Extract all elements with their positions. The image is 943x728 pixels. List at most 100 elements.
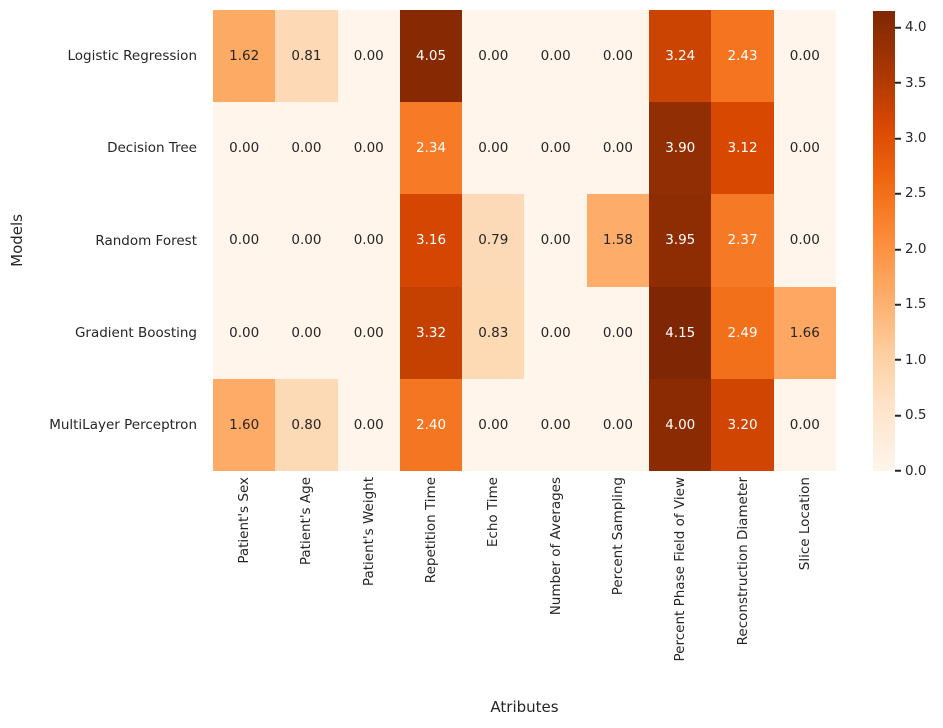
cell-value: 0.00 <box>540 140 571 157</box>
colorbar-tick-mark <box>895 414 901 417</box>
colorbar-tick-mark <box>895 303 901 306</box>
heatmap-cell: 3.32 <box>399 286 463 379</box>
x-tick-label: Slice Location <box>796 477 813 571</box>
colorbar-gradient <box>873 11 895 471</box>
cell-value: 0.00 <box>602 324 633 341</box>
colorbar-tick-label: 2.0 <box>905 240 927 257</box>
x-axis-label: Atributes <box>490 698 559 716</box>
cell-value: 1.60 <box>229 416 260 433</box>
cell-value: 0.00 <box>789 232 820 249</box>
heatmap-cell: 0.00 <box>773 10 836 103</box>
colorbar-tick-label: 2.5 <box>905 185 927 202</box>
colorbar-tick: 4.0 <box>895 18 927 35</box>
cell-value: 3.32 <box>416 324 447 341</box>
heatmap-cell: 2.37 <box>711 194 774 287</box>
cell-value: 2.37 <box>727 232 758 249</box>
colorbar-tick: 2.0 <box>895 240 927 257</box>
colorbar-tick-mark <box>895 26 901 29</box>
x-tick-label: Reconstruction Diameter <box>734 477 751 646</box>
heatmap-cell: 0.00 <box>337 286 400 379</box>
colorbar-tick: 0.0 <box>895 464 926 478</box>
cell-value: 1.66 <box>789 324 820 341</box>
colorbar-tick-mark <box>895 137 901 140</box>
colorbar-tick-mark <box>895 192 901 195</box>
heatmap-cell: 0.79 <box>462 194 525 287</box>
heatmap-cell: 0.00 <box>524 10 587 103</box>
cell-value: 0.00 <box>229 232 260 249</box>
cell-value: 0.00 <box>478 416 509 433</box>
heatmap-cell: 1.66 <box>773 286 836 379</box>
heatmap-cell: 1.60 <box>213 378 276 471</box>
y-axis-tick-labels: Logistic Regression Decision Tree Random F… <box>0 10 205 471</box>
cell-value: 0.00 <box>353 140 384 157</box>
colorbar-tick-label: 4.0 <box>905 18 927 35</box>
heatmap-cell: 0.00 <box>337 194 400 287</box>
heatmap-cell: 0.00 <box>524 286 587 379</box>
x-tick-label: Patient's Weight <box>360 477 377 587</box>
heatmap-cell: 0.00 <box>337 378 400 471</box>
y-tick-label: Decision Tree <box>107 140 197 157</box>
heatmap-cell: 0.83 <box>462 286 525 379</box>
cell-value: 0.00 <box>353 48 384 65</box>
heatmap-cell: 0.00 <box>462 102 525 195</box>
colorbar-tick: 3.5 <box>895 76 926 90</box>
heatmap-cell: 0.00 <box>462 10 525 103</box>
cell-value: 0.00 <box>789 416 820 433</box>
colorbar-tick: 1.0 <box>895 353 926 367</box>
cell-value: 4.05 <box>416 48 447 65</box>
cell-value: 0.00 <box>540 48 571 65</box>
cell-value: 4.15 <box>665 324 696 341</box>
x-tick-label: Percent Phase Field of View <box>672 477 689 662</box>
heatmap-cell: 0.00 <box>586 10 650 103</box>
heatmap-cell: 3.20 <box>711 378 774 471</box>
heatmap-cell: 2.43 <box>711 10 774 103</box>
cell-value: 0.00 <box>540 232 571 249</box>
cell-value: 0.00 <box>789 48 820 65</box>
cell-value: 0.00 <box>229 324 260 341</box>
cell-value: 3.90 <box>665 140 696 157</box>
heatmap-cell: 2.49 <box>711 286 774 379</box>
cell-value: 0.00 <box>291 324 322 341</box>
heatmap-cell: 0.00 <box>462 378 525 471</box>
heatmap-cell: 0.00 <box>337 102 400 195</box>
cell-value: 3.20 <box>727 416 758 433</box>
heatmap-cell: 0.00 <box>275 102 338 195</box>
cell-value: 0.00 <box>353 232 384 249</box>
x-tick-label: Percent Sampling <box>609 477 626 596</box>
x-tick-label: Number of Averages <box>547 477 564 616</box>
colorbar-tick-label: 0.0 <box>905 462 927 479</box>
cell-value: 2.40 <box>416 416 447 433</box>
colorbar-tick-label: 0.5 <box>905 406 927 423</box>
cell-value: 0.00 <box>602 48 633 65</box>
colorbar-tick-label: 1.0 <box>905 351 927 368</box>
heatmap-cell: 0.00 <box>275 194 338 287</box>
y-tick-label: Logistic Regression <box>67 48 198 65</box>
heatmap-cell: 3.24 <box>649 10 712 103</box>
cell-value: 0.00 <box>789 140 820 157</box>
heatmap-cell: 1.58 <box>586 194 650 287</box>
heatmap-cell: 4.00 <box>649 378 712 471</box>
heatmap-cell: 0.80 <box>275 378 338 471</box>
cell-value: 0.00 <box>353 324 384 341</box>
heatmap-cell: 1.62 <box>213 10 276 103</box>
cell-value: 2.34 <box>416 140 447 157</box>
cell-value: 0.00 <box>353 416 384 433</box>
heatmap-cell: 0.00 <box>524 378 587 471</box>
heatmap-cell: 3.90 <box>649 102 712 195</box>
heatmap-cell: 0.00 <box>586 378 650 471</box>
x-axis-tick-labels: Patient's Sex Patient's Age Patient's Weig… <box>213 477 836 712</box>
cell-value: 0.00 <box>291 232 322 249</box>
colorbar-tick: 0.5 <box>895 406 927 423</box>
cell-value: 0.83 <box>478 324 509 341</box>
colorbar-tick-mark <box>895 470 901 472</box>
heatmap-cell: 3.16 <box>399 194 463 287</box>
x-tick-label: Patient's Age <box>298 477 315 566</box>
cell-value: 0.00 <box>229 140 260 157</box>
heatmap-grid: 1.62 0.81 0.00 4.05 0.00 0.00 0.00 3.24 2.43 0.00… <box>213 10 836 471</box>
cell-value: 3.16 <box>416 232 447 249</box>
heatmap-cell: 4.15 <box>649 286 712 379</box>
colorbar-tick: 3.0 <box>895 131 926 146</box>
cell-value: 3.12 <box>727 140 758 157</box>
colorbar-tick: 1.5 <box>895 297 926 312</box>
